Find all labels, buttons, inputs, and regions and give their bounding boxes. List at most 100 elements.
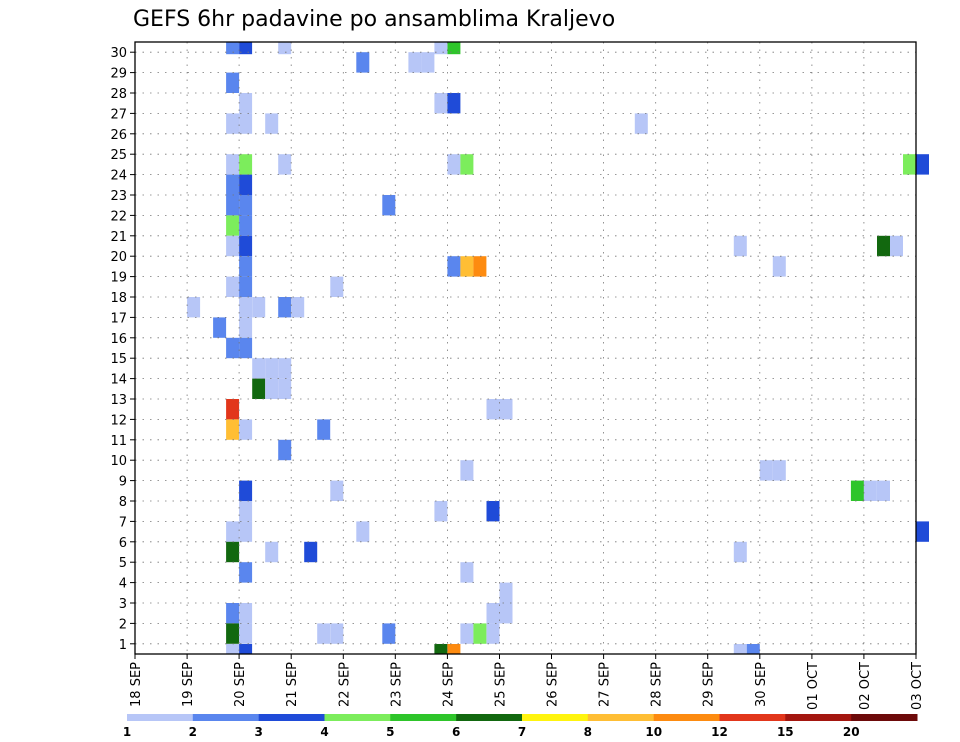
colorbar-label: 6 [452,725,460,739]
precip-cell [239,317,252,337]
precip-cell [239,297,252,317]
precip-cell [487,623,500,643]
precip-cell [239,277,252,297]
colorbar-label: 8 [584,725,592,739]
colorbar-swatch [193,714,259,721]
precip-cell [734,644,747,654]
colorbar-swatch [522,714,588,721]
colorbar-label: 15 [777,725,794,739]
y-tick-label: 9 [119,475,127,490]
precip-cell [747,644,760,654]
precip-cell [239,113,252,133]
precip-cell [239,215,252,235]
x-tick-label: 23 SEP [389,662,404,707]
x-tick-label: 02 OCT [858,662,873,710]
precip-cell [460,623,473,643]
precip-cell [460,256,473,276]
precip-cell [239,521,252,541]
precip-cell [330,481,343,501]
precip-cell [278,358,291,378]
x-tick-label: 20 SEP [233,662,248,707]
y-tick-label: 12 [110,413,127,428]
x-tick-label: 21 SEP [285,662,300,707]
precip-cell [226,419,239,439]
precip-cell [382,623,395,643]
y-tick-label: 5 [119,556,127,571]
colorbar-swatch [456,714,522,721]
precip-cell [278,154,291,174]
colorbar-label: 10 [645,725,662,739]
precip-cell [635,113,648,133]
y-tick-label: 24 [110,169,127,184]
precip-cell [226,542,239,562]
precip-cell [226,215,239,235]
colorbar-label: 3 [255,725,263,739]
precip-cell [382,195,395,215]
precip-cell [330,277,343,297]
y-tick-label: 2 [119,617,127,632]
y-tick-label: 27 [110,107,127,122]
precip-cell [500,583,513,603]
precip-cell [239,256,252,276]
precip-cell [226,277,239,297]
colorbar-label: 12 [711,725,728,739]
precip-cell [226,399,239,419]
colorbar-swatch [785,714,851,721]
precip-cell [239,236,252,256]
colorbar-swatch [588,714,654,721]
y-tick-label: 19 [110,271,127,286]
colorbar-label: 5 [386,725,394,739]
precip-cell [239,481,252,501]
precip-cell [239,562,252,582]
precip-cell [500,603,513,623]
precip-cell [916,521,929,541]
x-tick-label: 25 SEP [494,662,509,707]
precip-cell [239,338,252,358]
colorbar-swatch [259,714,325,721]
precip-cell [356,52,369,72]
precip-cell [226,113,239,133]
precip-cell [447,93,460,113]
precip-cell [773,256,786,276]
y-tick-label: 11 [110,434,127,449]
precip-cell [447,644,460,654]
y-tick-label: 25 [110,148,127,163]
grid-layer [135,42,916,654]
precip-cell [252,297,265,317]
y-tick-label: 10 [110,454,127,469]
precip-cell [265,358,278,378]
colorbar-swatch [654,714,720,721]
precip-cell [252,358,265,378]
precip-cell [213,317,226,337]
precip-cell [278,42,291,54]
y-tick-label: 6 [119,536,127,551]
precip-cell [851,481,864,501]
precip-cell [916,154,929,174]
precip-cell [265,113,278,133]
x-tick-label: 18 SEP [129,662,144,707]
precip-cell [473,256,486,276]
precip-cell [330,623,343,643]
colorbar-swatch [127,714,193,721]
y-tick-label: 1 [119,638,127,653]
precip-cell [460,460,473,480]
precip-cell [239,419,252,439]
y-tick-label: 16 [110,332,127,347]
colorbar-swatch [390,714,456,721]
precip-cell [239,603,252,623]
x-tick-label: 28 SEP [650,662,665,707]
y-tick-label: 23 [110,189,127,204]
precip-cell [226,73,239,93]
precip-cell [265,542,278,562]
precip-cell [265,379,278,399]
precip-cell [278,379,291,399]
x-tick-label: 27 SEP [598,662,613,707]
precip-cell [773,460,786,480]
precip-cell [487,501,500,521]
colorbar-label: 2 [189,725,197,739]
colorbar-swatch [720,714,786,721]
precip-cell [226,623,239,643]
precip-cell [734,542,747,562]
precip-cell [226,644,239,654]
y-tick-label: 15 [110,352,127,367]
